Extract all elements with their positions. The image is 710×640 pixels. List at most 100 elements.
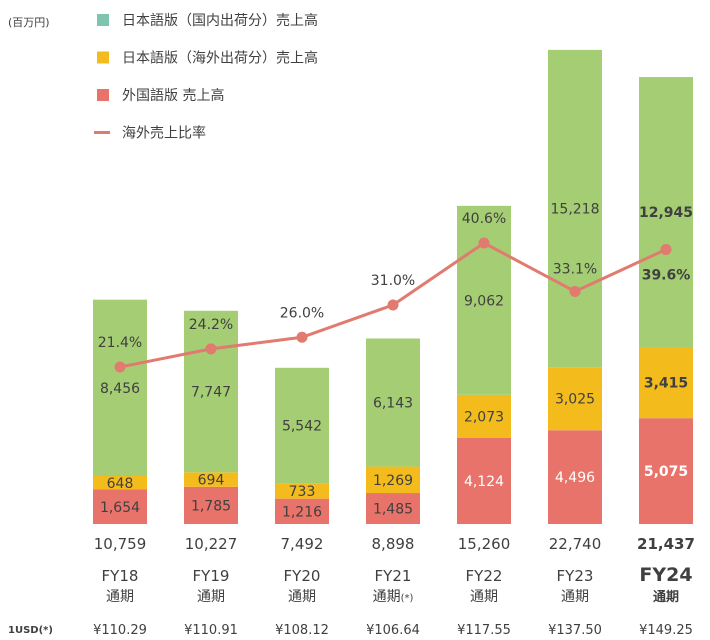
fx-row-mark: (*) <box>39 625 53 636</box>
total-label: 8,898 <box>372 535 415 553</box>
total-label: 22,740 <box>549 535 602 553</box>
ratio-point <box>660 243 672 255</box>
value-label-domestic: 8,456 <box>100 381 140 397</box>
total-label: 7,492 <box>281 535 324 553</box>
category-label: FY21 <box>375 567 412 585</box>
legend-swatch <box>97 14 109 26</box>
value-label-domestic: 6,143 <box>373 396 413 412</box>
bar-foreign <box>639 418 693 524</box>
category-label: FY19 <box>193 567 230 585</box>
ratio-label: 31.0% <box>371 273 415 289</box>
labels: 1,654 648 8,456 1,785 694 7,747 1,216 733 5,542 1… <box>100 202 693 521</box>
legend-label: 日本語版（海外出荷分）売上高 <box>122 50 318 67</box>
ratio-point <box>296 331 308 343</box>
fx-rate-label: ¥108.12 <box>275 623 329 638</box>
value-label-foreign: 5,075 <box>644 464 688 480</box>
bar-overseas_jp <box>275 483 329 499</box>
ratio-point <box>387 299 399 311</box>
value-label-overseas_jp: 2,073 <box>464 409 504 425</box>
ratio-point <box>205 343 217 355</box>
value-label-domestic: 9,062 <box>464 293 504 309</box>
period-label: 通期 <box>653 589 679 605</box>
legend-label: 海外売上比率 <box>122 125 206 142</box>
ratio-label: 24.2% <box>189 317 233 333</box>
category-label: FY20 <box>284 567 321 585</box>
ratio-label: 33.1% <box>553 261 597 277</box>
bar-foreign <box>184 486 238 524</box>
value-label-foreign: 4,124 <box>464 474 504 490</box>
value-label-domestic: 7,747 <box>191 385 231 401</box>
period-label: 通期 <box>470 589 498 605</box>
bar-domestic <box>457 205 511 395</box>
bar-overseas_jp <box>639 346 693 419</box>
unit-label: (百万円) <box>8 16 50 29</box>
value-label-overseas_jp: 1,269 <box>373 473 413 489</box>
value-label-domestic: 12,945 <box>639 205 693 221</box>
category-label: FY22 <box>466 567 503 585</box>
fx-row-label: 1USD(*) <box>8 625 53 636</box>
bar-domestic <box>275 367 329 484</box>
value-label-foreign: 1,485 <box>373 502 413 518</box>
bar-overseas_jp <box>93 476 147 490</box>
fx-rate-label: ¥137.50 <box>548 623 602 638</box>
bar-domestic <box>184 310 238 473</box>
value-label-overseas_jp: 694 <box>198 473 225 489</box>
period-label: 通期 <box>197 589 225 605</box>
ratio-point <box>478 237 490 249</box>
bars <box>93 49 693 524</box>
bar-domestic <box>366 338 420 467</box>
value-label-overseas_jp: 733 <box>289 484 316 500</box>
bar-foreign <box>275 498 329 524</box>
bar-domestic <box>639 77 693 347</box>
total-label: 10,227 <box>185 535 238 553</box>
ratio-label: 26.0% <box>280 305 324 321</box>
bar-foreign <box>93 489 147 524</box>
value-label-foreign: 4,496 <box>555 470 595 486</box>
category-label: FY24 <box>639 564 692 586</box>
total-label: 15,260 <box>458 535 511 553</box>
period-label: 通期 <box>288 589 316 605</box>
fx-rate-label: ¥110.91 <box>184 623 238 638</box>
bar-overseas_jp <box>457 394 511 439</box>
bar-domestic <box>548 49 602 368</box>
ratio-label: 39.6% <box>642 267 691 283</box>
value-label-domestic: 15,218 <box>551 202 600 218</box>
bar-foreign <box>457 438 511 524</box>
ratio-point <box>114 361 126 373</box>
ratio-point <box>569 285 581 297</box>
value-label-overseas_jp: 3,025 <box>555 392 595 408</box>
period-label: 通期(*) <box>373 589 414 605</box>
total-label: 10,759 <box>94 535 147 553</box>
axis-labels: 10,759 FY18 通期 ¥110.29 10,227 FY19 通期 ¥110.91 7,… <box>8 535 695 638</box>
bar-overseas_jp <box>366 466 420 494</box>
bar-overseas_jp <box>184 472 238 487</box>
legend-label: 外国語版 売上高 <box>122 87 224 104</box>
legend-swatch <box>97 51 109 64</box>
value-label-foreign: 1,654 <box>100 500 140 516</box>
bar-overseas_jp <box>548 367 602 431</box>
fx-rate-label: ¥149.25 <box>639 623 693 638</box>
value-label-overseas_jp: 648 <box>107 476 134 492</box>
bar-domestic <box>93 299 147 477</box>
value-label-foreign: 1,216 <box>282 504 322 520</box>
value-label-domestic: 5,542 <box>282 419 322 435</box>
value-label-overseas_jp: 3,415 <box>644 376 688 392</box>
ratio-label: 21.4% <box>98 335 142 351</box>
total-label: 21,437 <box>637 535 695 553</box>
category-label: FY23 <box>557 567 594 585</box>
period-label: 通期 <box>106 589 134 605</box>
category-mark: (*) <box>401 593 414 604</box>
ratio-label: 40.6% <box>462 211 506 227</box>
legend-swatch <box>97 89 109 101</box>
period-label: 通期 <box>561 589 589 605</box>
value-label-foreign: 1,785 <box>191 498 231 514</box>
bar-foreign <box>366 493 420 524</box>
fx-rate-label: ¥106.64 <box>366 623 420 638</box>
fx-rate-label: ¥110.29 <box>93 623 147 638</box>
bar-foreign <box>548 430 602 524</box>
category-label: FY18 <box>102 567 139 585</box>
ratio-line-group: 21.4% 24.2% 26.0% 31.0% 40.6% 33.1% 39.6% <box>98 211 691 373</box>
legend-label: 日本語版（国内出荷分）売上高 <box>122 12 318 29</box>
